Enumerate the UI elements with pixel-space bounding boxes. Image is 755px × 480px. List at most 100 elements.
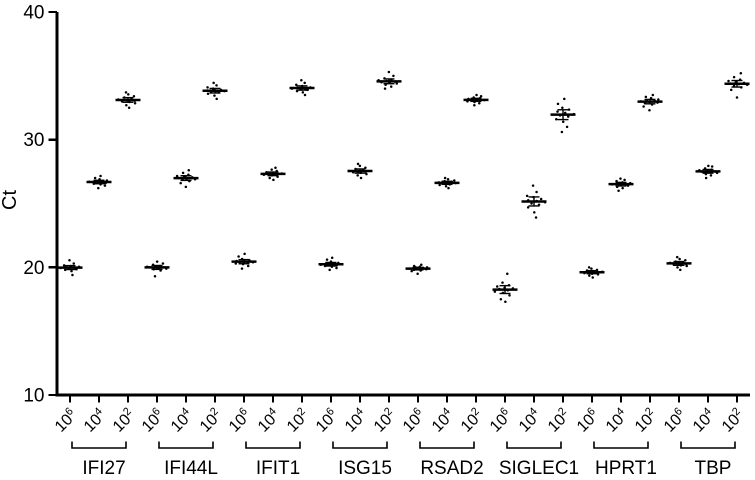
data-point	[629, 181, 632, 185]
data-point	[184, 185, 188, 189]
data-point	[501, 291, 505, 295]
x-dilution-label: 102	[630, 405, 660, 435]
data-point	[187, 169, 191, 172]
data-point	[572, 112, 576, 116]
gene-label: TBP	[695, 458, 732, 479]
data-point	[676, 266, 679, 269]
data-point	[132, 95, 136, 98]
data-point	[651, 93, 655, 97]
data-point	[601, 270, 604, 274]
data-point	[356, 174, 359, 177]
data-point	[347, 169, 351, 173]
data-point	[610, 183, 614, 186]
data-point	[454, 181, 457, 185]
data-point	[511, 287, 515, 290]
data-point	[351, 170, 355, 174]
data-point	[217, 91, 220, 94]
data-point	[130, 97, 133, 101]
data-point	[591, 276, 594, 279]
data-point	[657, 98, 660, 101]
data-point	[561, 106, 564, 109]
x-dilution-label: 106	[485, 405, 515, 435]
data-point	[181, 171, 185, 175]
data-point	[585, 269, 589, 272]
data-point	[474, 98, 478, 101]
data-point	[448, 183, 451, 186]
data-point	[504, 300, 507, 304]
x-dilution-label: 104	[688, 405, 718, 435]
data-point	[299, 87, 302, 91]
data-point	[495, 285, 499, 288]
data-point	[325, 258, 329, 261]
data-point	[327, 263, 331, 267]
data-point	[478, 102, 481, 105]
data-point	[595, 268, 599, 272]
data-point	[437, 181, 441, 184]
data-point	[745, 83, 749, 87]
data-point	[729, 88, 733, 92]
data-point	[337, 261, 340, 265]
data-point	[215, 84, 218, 87]
data-point	[679, 268, 682, 272]
data-point	[186, 177, 189, 180]
data-point	[319, 263, 323, 267]
data-point	[650, 103, 654, 106]
data-point	[385, 79, 388, 83]
data-point	[446, 177, 450, 181]
data-point	[703, 167, 707, 170]
data-point	[473, 103, 476, 107]
data-point	[565, 125, 569, 129]
data-point	[215, 97, 218, 101]
data-point	[206, 92, 210, 95]
data-point	[329, 260, 333, 263]
y-tick-label: 10	[23, 386, 44, 407]
data-point	[412, 264, 416, 268]
data-point	[303, 93, 307, 97]
data-point	[295, 89, 299, 93]
data-point	[742, 81, 746, 85]
data-point	[301, 91, 305, 94]
data-point	[506, 289, 510, 292]
data-point	[359, 176, 363, 180]
data-point	[268, 176, 271, 180]
data-point	[330, 256, 334, 260]
data-point	[272, 171, 275, 175]
data-point	[93, 176, 97, 180]
data-point	[304, 87, 307, 90]
data-point	[681, 260, 685, 264]
gene-label: HPRT1	[595, 458, 657, 479]
data-point	[246, 261, 249, 265]
data-point	[206, 86, 209, 89]
data-point	[727, 79, 730, 83]
gene-label: ISG15	[338, 458, 392, 479]
data-point	[92, 182, 96, 185]
data-point	[596, 273, 600, 276]
data-point	[97, 186, 100, 190]
data-point	[127, 106, 131, 109]
data-point	[425, 267, 428, 271]
data-point	[361, 169, 365, 172]
data-point	[525, 194, 529, 198]
data-point	[104, 181, 107, 185]
data-point	[737, 82, 741, 86]
data-point	[162, 266, 166, 269]
data-point	[732, 75, 736, 79]
data-point	[290, 87, 294, 90]
data-point	[499, 298, 503, 301]
data-point	[365, 172, 368, 176]
data-point	[535, 199, 538, 203]
data-point	[560, 130, 564, 134]
x-dilution-label: 102	[108, 405, 138, 435]
data-point	[507, 283, 511, 287]
data-point	[300, 84, 304, 88]
data-point	[704, 172, 708, 176]
data-point	[530, 202, 533, 205]
data-point	[223, 89, 226, 93]
data-point	[472, 96, 475, 99]
data-point	[295, 83, 298, 87]
data-point	[543, 200, 547, 204]
data-point	[335, 266, 338, 270]
data-point	[161, 262, 165, 265]
data-point	[383, 87, 387, 90]
data-point	[417, 267, 420, 270]
